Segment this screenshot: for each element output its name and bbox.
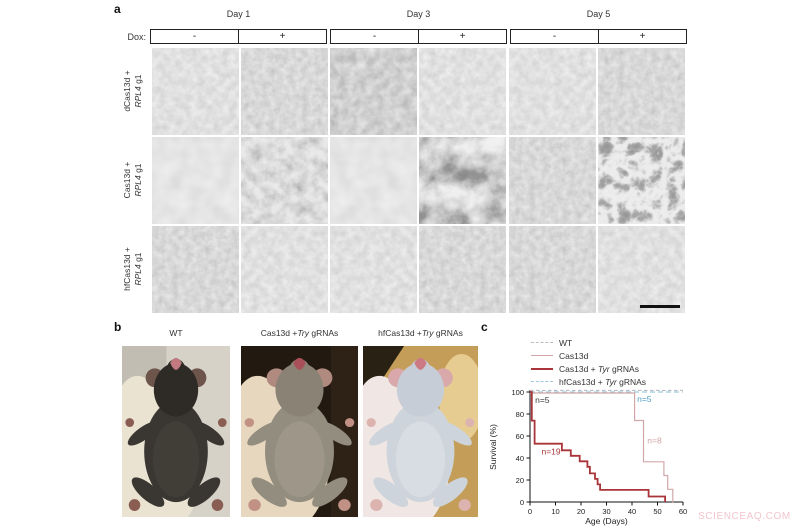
dox-plus: +: [598, 30, 686, 43]
mouse-photo-hfcas13d: [363, 346, 478, 517]
micrograph: [419, 137, 506, 224]
micrograph: [241, 48, 328, 135]
micrograph: [598, 137, 685, 224]
micrograph: [509, 226, 596, 313]
svg-text:60: 60: [516, 432, 524, 441]
legend-item-hfcas13d-tyr: hfCas13d + Tyr gRNAs: [531, 376, 646, 387]
svg-text:60: 60: [679, 507, 687, 516]
svg-text:40: 40: [516, 454, 524, 463]
legend-item-wt: WT: [531, 337, 572, 348]
svg-text:20: 20: [516, 476, 524, 485]
micrograph: [598, 226, 685, 313]
svg-text:n=5: n=5: [535, 395, 550, 405]
survival-chart: 0 10 20 30 40 50 60 0 20 40 60 80 100 Age (Days) Survi…: [488, 388, 687, 526]
day-header-3: Day 5: [586, 9, 611, 19]
svg-text:n=5: n=5: [637, 394, 652, 404]
cas13d-line-swatch: [531, 355, 553, 356]
legend-item-cas13d: Cas13d: [531, 350, 588, 361]
dox-minus: -: [552, 30, 557, 42]
dox-box-day1: - +: [150, 29, 327, 44]
micrograph: [598, 48, 685, 135]
micrograph: [152, 137, 239, 224]
dox-label: Dox:: [127, 32, 146, 42]
mouse-photo-cas13d: [241, 346, 358, 517]
micrograph: [330, 48, 417, 135]
micrograph: [330, 137, 417, 224]
dox-plus: +: [418, 30, 506, 43]
panel-a-label: a: [114, 2, 121, 16]
svg-text:20: 20: [577, 507, 585, 516]
cas13d-tyr-line-swatch: [531, 367, 553, 370]
micrograph: [241, 137, 328, 224]
dox-box-day5: - +: [510, 29, 687, 44]
panel-c-label: c: [481, 320, 488, 334]
wt-line-swatch: [531, 342, 553, 343]
svg-text:10: 10: [551, 507, 559, 516]
legend-item-cas13d-tyr: Cas13d + Tyr gRNAs: [531, 363, 639, 374]
micrograph: [419, 226, 506, 313]
micrograph-grid: [152, 48, 685, 313]
hfcas13d-tyr-line-swatch: [531, 381, 553, 382]
photo-caption-hfcas13d: hfCas13d +Try gRNAs: [378, 328, 463, 338]
dox-minus: -: [192, 30, 197, 42]
svg-text:n=19: n=19: [541, 447, 560, 457]
svg-text:100: 100: [511, 388, 524, 397]
scale-bar: [640, 305, 680, 308]
micrograph: [241, 226, 328, 313]
svg-text:50: 50: [653, 507, 661, 516]
svg-text:80: 80: [516, 410, 524, 419]
photo-caption-wt: WT: [169, 328, 183, 338]
day-header-2: Day 3: [406, 9, 431, 19]
micrograph: [330, 226, 417, 313]
micrograph: [509, 137, 596, 224]
watermark: SCIENCEAQ.COM: [698, 511, 791, 522]
svg-text:0: 0: [528, 507, 532, 516]
dox-plus: +: [238, 30, 326, 43]
micrograph: [419, 48, 506, 135]
svg-text:n=8: n=8: [647, 436, 662, 446]
micrograph: [152, 48, 239, 135]
svg-text:Survival (%): Survival (%): [488, 424, 498, 470]
dox-box-day3: - +: [330, 29, 507, 44]
day-header-1: Day 1: [226, 9, 251, 19]
dox-minus: -: [372, 30, 377, 42]
micrograph: [509, 48, 596, 135]
svg-text:Age (Days): Age (Days): [585, 516, 628, 526]
svg-text:30: 30: [602, 507, 610, 516]
svg-text:0: 0: [520, 498, 524, 507]
micrograph: [152, 226, 239, 313]
photo-caption-cas13d: Cas13d +Try gRNAs: [260, 328, 339, 338]
svg-text:40: 40: [628, 507, 636, 516]
panel-b-label: b: [114, 320, 122, 334]
mouse-photo-wt: [122, 346, 230, 517]
